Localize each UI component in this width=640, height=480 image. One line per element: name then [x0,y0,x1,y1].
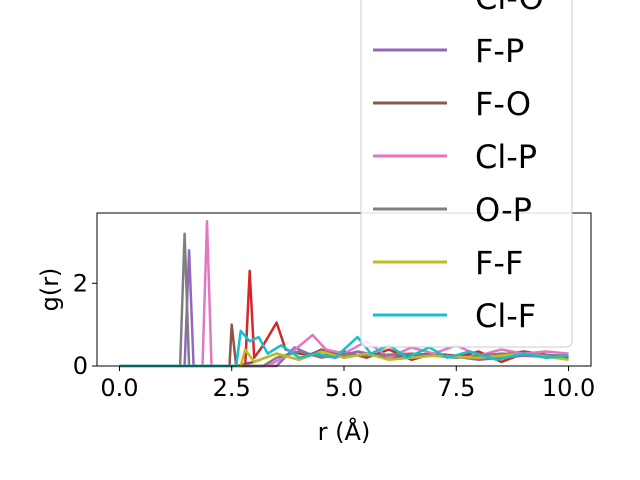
y-axis-ticks: 02 [73,269,97,380]
x-tick-label: 5.0 [325,374,363,402]
y-tick-label: 2 [73,269,88,297]
series-line-cl-f [119,329,569,368]
y-tick-label: 0 [73,352,88,380]
legend-entry: F-F [475,244,523,282]
legend-box [360,0,573,348]
legend: Cl-O F-P F-O Cl-P O-P F-F Cl-F [360,0,573,348]
legend-entry: Cl-P [475,138,537,176]
x-axis-label: r (Å) [318,417,371,446]
series-line-f-f [119,348,569,368]
x-tick-label: 10.0 [542,374,595,402]
legend-entry: F-P [475,32,524,70]
legend-entry: F-O [475,85,531,123]
x-tick-label: 2.5 [213,374,251,402]
x-axis-ticks: 0.0 2.5 5.0 7.5 10.0 [100,366,595,402]
x-tick-label: 0.0 [100,374,138,402]
legend-entry: O-P [475,191,532,229]
legend-entry: Cl-O [475,0,544,17]
x-tick-label: 7.5 [437,374,475,402]
legend-entry: Cl-F [475,297,536,335]
y-axis-label: g(r) [36,268,64,312]
